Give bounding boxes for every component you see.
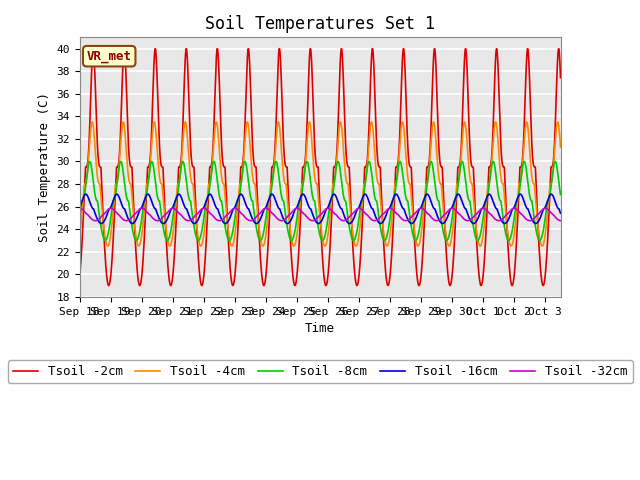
Tsoil -2cm [557,75,564,81]
Tsoil -2cm [307,46,314,51]
Tsoil -4cm [557,144,564,150]
Tsoil -8cm [287,238,295,243]
Tsoil -2cm [540,280,548,286]
Tsoil -32cm [323,206,330,212]
Legend: Tsoil -2cm, Tsoil -4cm, Tsoil -8cm, Tsoil -16cm, Tsoil -32cm: Tsoil -2cm, Tsoil -4cm, Tsoil -8cm, Tsoi… [8,360,632,383]
Tsoil -4cm [76,233,83,239]
Tsoil -8cm [540,223,548,228]
Tsoil -4cm [323,241,330,247]
Text: VR_met: VR_met [86,50,132,63]
Tsoil -16cm [392,192,399,197]
Tsoil -8cm [392,185,399,191]
Tsoil -2cm [378,185,385,191]
Tsoil -32cm [76,205,83,211]
Tsoil -2cm [322,283,330,288]
Tsoil -32cm [104,207,111,213]
Tsoil -32cm [387,205,394,211]
Tsoil -4cm [104,243,111,249]
Tsoil -4cm [523,119,531,125]
Title: Soil Temperatures Set 1: Soil Temperatures Set 1 [205,15,435,33]
Tsoil -4cm [392,181,399,187]
Tsoil -16cm [378,220,385,226]
Line: Tsoil -4cm: Tsoil -4cm [79,122,561,246]
Tsoil -2cm [483,208,491,214]
Tsoil -4cm [483,197,490,203]
Tsoil -8cm [378,228,385,234]
Tsoil -32cm [371,218,378,224]
Tsoil -2cm [323,282,330,288]
Tsoil -16cm [540,206,548,212]
Tsoil -16cm [557,210,564,216]
Tsoil -16cm [323,206,330,212]
Tsoil -16cm [144,192,152,197]
Tsoil -8cm [303,158,311,164]
Tsoil -32cm [392,210,399,216]
Y-axis label: Soil Temperature (C): Soil Temperature (C) [38,92,51,242]
Line: Tsoil -16cm: Tsoil -16cm [79,194,561,224]
Tsoil -8cm [76,217,83,223]
Tsoil -32cm [483,208,491,214]
Tsoil -32cm [377,214,385,219]
Tsoil -2cm [392,164,399,170]
Tsoil -8cm [323,225,330,230]
Tsoil -32cm [540,205,548,211]
Tsoil -4cm [377,199,385,205]
Tsoil -4cm [540,239,548,244]
Tsoil -16cm [129,221,136,227]
Tsoil -8cm [104,233,111,239]
Line: Tsoil -2cm: Tsoil -2cm [79,48,561,286]
X-axis label: Time: Time [305,322,335,335]
Tsoil -16cm [483,194,491,200]
Tsoil -2cm [76,275,83,280]
Tsoil -16cm [104,210,111,216]
Tsoil -2cm [104,280,111,286]
Tsoil -8cm [557,192,564,198]
Line: Tsoil -8cm: Tsoil -8cm [79,161,561,240]
Tsoil -32cm [557,218,564,224]
Tsoil -4cm [508,243,515,249]
Tsoil -16cm [76,204,83,210]
Tsoil -8cm [483,196,491,202]
Line: Tsoil -32cm: Tsoil -32cm [79,208,561,221]
